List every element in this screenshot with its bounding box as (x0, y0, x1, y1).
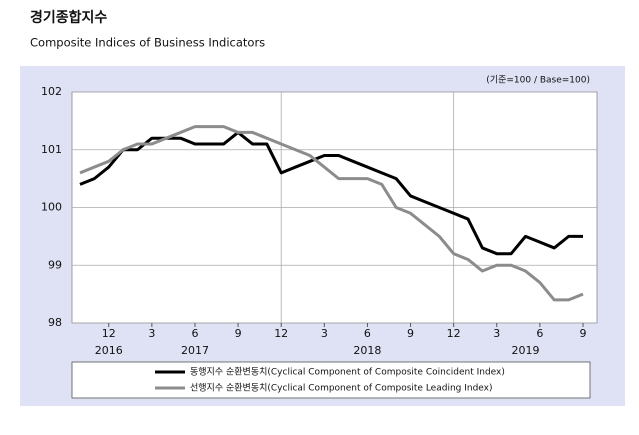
year-label: 2016 (95, 344, 123, 357)
x-tick-label: 3 (148, 327, 155, 340)
y-tick-label: 101 (41, 143, 62, 156)
x-tick-label: 6 (364, 327, 371, 340)
x-tick-label: 9 (407, 327, 414, 340)
y-tick-label: 102 (41, 85, 62, 98)
x-tick-label: 3 (321, 327, 328, 340)
x-tick-label: 12 (102, 327, 116, 340)
legend-label: 동행지수 순환변동치(Cyclical Component of Composi… (190, 366, 505, 378)
y-tick-label: 100 (41, 201, 62, 214)
x-tick-label: 9 (580, 327, 587, 340)
series-line (79, 125, 584, 302)
x-tick-label: 12 (274, 327, 288, 340)
chart-title: 경기종합지수 (30, 9, 107, 26)
chart-subtitle: Composite Indices of Business Indicators (30, 36, 265, 50)
x-tick-label: 12 (447, 327, 461, 340)
legend-label: 선행지수 순환변동치(Cyclical Component of Composi… (190, 382, 493, 394)
x-tick-label: 6 (191, 327, 198, 340)
x-tick-label: 9 (235, 327, 242, 340)
legend (71, 361, 591, 399)
unit-note: (기준=100 / Base=100) (486, 75, 590, 86)
year-label: 2019 (512, 344, 540, 357)
y-tick-label: 99 (48, 258, 62, 271)
y-tick-label: 98 (48, 316, 62, 329)
x-tick-label: 3 (493, 327, 500, 340)
x-tick-label: 6 (536, 327, 543, 340)
year-label: 2018 (353, 344, 381, 357)
year-label: 2017 (181, 344, 209, 357)
